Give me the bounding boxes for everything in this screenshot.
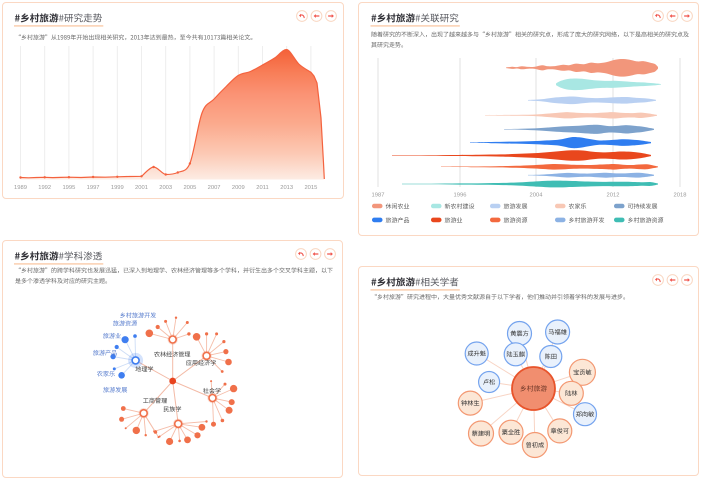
svg-text:2009: 2009 [232,185,245,191]
svg-text:1997: 1997 [87,185,100,191]
svg-text:1992: 1992 [38,185,51,191]
svg-text:2018: 2018 [674,192,687,198]
svg-text:2012: 2012 [607,192,620,198]
svg-text:2013: 2013 [280,185,293,191]
svg-text:2001: 2001 [135,185,148,191]
svg-text:1989: 1989 [14,185,27,191]
svg-text:2011: 2011 [256,185,268,191]
svg-text:2015: 2015 [304,185,317,191]
svg-text:1987: 1987 [372,192,385,198]
svg-text:2004: 2004 [530,192,544,198]
svg-text:2005: 2005 [183,185,196,191]
svg-text:2003: 2003 [159,185,172,191]
svg-text:1996: 1996 [454,192,467,198]
svg-text:2007: 2007 [208,185,221,191]
svg-text:1999: 1999 [111,185,124,191]
svg-text:1995: 1995 [62,185,75,191]
